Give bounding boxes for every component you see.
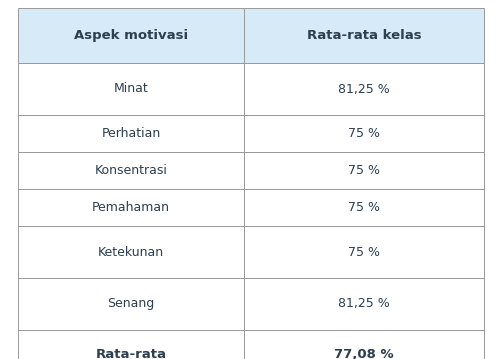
Text: 81,25 %: 81,25 %: [338, 83, 389, 95]
Bar: [18, 63, 243, 115]
Text: Pemahaman: Pemahaman: [92, 201, 170, 214]
Text: 81,25 %: 81,25 %: [338, 298, 389, 311]
Text: 75 %: 75 %: [347, 246, 379, 258]
Text: Rata-rata kelas: Rata-rata kelas: [306, 29, 420, 42]
Bar: [243, 330, 483, 359]
Text: Rata-rata: Rata-rata: [95, 349, 166, 359]
Bar: [18, 226, 243, 278]
Bar: [18, 8, 243, 63]
Bar: [243, 63, 483, 115]
Text: 75 %: 75 %: [347, 164, 379, 177]
Bar: [243, 115, 483, 152]
Text: Konsentrasi: Konsentrasi: [94, 164, 167, 177]
Bar: [18, 152, 243, 189]
Bar: [18, 189, 243, 226]
Bar: [243, 152, 483, 189]
Bar: [18, 278, 243, 330]
Bar: [18, 330, 243, 359]
Text: Perhatian: Perhatian: [101, 127, 160, 140]
Bar: [243, 8, 483, 63]
Text: Ketekunan: Ketekunan: [98, 246, 164, 258]
Text: 75 %: 75 %: [347, 201, 379, 214]
Text: Minat: Minat: [113, 83, 148, 95]
Bar: [243, 278, 483, 330]
Text: Senang: Senang: [107, 298, 154, 311]
Text: 75 %: 75 %: [347, 127, 379, 140]
Bar: [18, 115, 243, 152]
Bar: [243, 189, 483, 226]
Text: 77,08 %: 77,08 %: [334, 349, 393, 359]
Bar: [243, 226, 483, 278]
Text: Aspek motivasi: Aspek motivasi: [74, 29, 188, 42]
